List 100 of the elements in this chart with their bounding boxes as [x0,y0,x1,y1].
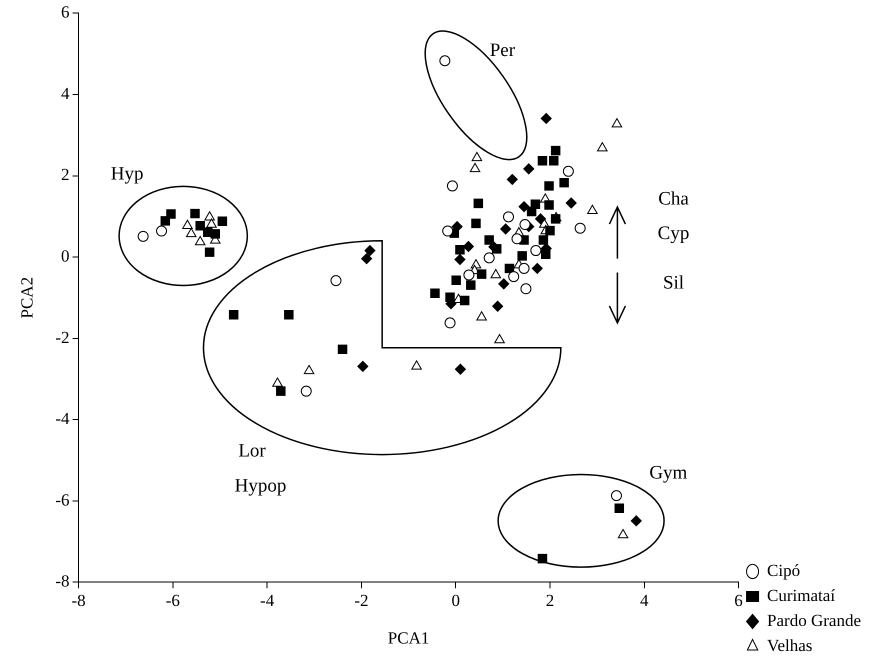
point [444,317,456,328]
point [470,162,480,172]
annotation: Hypop [234,475,286,496]
point [210,229,220,239]
point [330,275,342,286]
legend-label: Pardo Grande [767,610,862,630]
y-tick-label: -4 [55,409,70,428]
point [540,112,552,124]
point [511,233,522,244]
annotation: Lor [238,440,266,462]
legend-label: Curimataí [767,586,836,605]
point [518,201,530,212]
point [517,251,527,261]
legend-label: Cipó [767,560,800,580]
point [492,300,504,312]
point [614,503,624,513]
point [411,360,422,370]
point [612,118,622,128]
point [518,262,530,274]
point [454,254,466,265]
point [451,275,461,285]
point [574,222,586,234]
point [587,204,598,214]
y-tick-label: 4 [61,84,70,103]
point [186,228,196,238]
point [430,288,440,298]
point [523,163,534,174]
x-axis-title: PCA1 [388,628,430,648]
point [442,226,454,237]
point [204,211,215,220]
x-tick-label: 0 [451,590,460,610]
x-tick-label: 6 [734,590,743,610]
annotation: Per [490,40,516,61]
point [562,166,574,177]
point [535,213,546,224]
x-tick-label: -4 [260,590,275,610]
point [206,218,217,228]
point [455,245,465,254]
point [550,146,560,156]
point [490,268,502,278]
point [520,219,531,230]
point [474,198,484,208]
y-tick-label: 0 [61,246,70,266]
y-tick-label: 2 [61,165,70,184]
annotation: Hyp [110,164,144,185]
point [439,55,450,66]
point [466,280,476,290]
point [195,221,205,231]
point [472,152,482,162]
point [503,211,514,222]
point [156,226,168,237]
annotation: Sil [662,272,684,294]
point [504,264,514,274]
point [610,490,622,502]
point [272,377,283,387]
annotation: Gym [649,462,688,484]
point [541,249,550,259]
point [160,216,170,226]
point [550,214,560,224]
point [454,364,466,375]
y-tick-label: -2 [55,328,70,347]
annotation: Cha [658,188,690,210]
point [545,226,555,236]
point [476,269,486,279]
point [506,174,518,185]
point [463,269,474,280]
point [445,292,455,302]
point [492,244,502,254]
point [284,310,294,320]
legend-label: Velhas [767,636,812,655]
point [190,208,200,218]
y-tick-label: -8 [55,572,70,591]
point [597,142,608,152]
point [532,262,543,274]
x-tick-label: 2 [546,590,554,610]
point [500,224,512,235]
point [182,220,193,230]
point [538,156,548,166]
point [544,200,554,210]
point [526,206,536,216]
point [494,334,505,344]
point [361,253,372,264]
y-tick-label: 6 [61,2,70,22]
point [304,364,314,374]
point [618,529,628,538]
point [460,296,470,306]
annotation: Cyp [658,222,690,244]
point [194,236,206,246]
point [508,271,520,282]
point [446,180,458,192]
point [476,311,487,320]
point [566,198,577,208]
y-tick-label: -6 [55,490,70,510]
y-axis-title: PCA2 [18,276,37,318]
point [338,344,348,354]
point [484,252,495,264]
point [204,247,214,257]
point [357,360,368,372]
x-tick-label: -6 [166,590,180,610]
point [471,218,481,228]
